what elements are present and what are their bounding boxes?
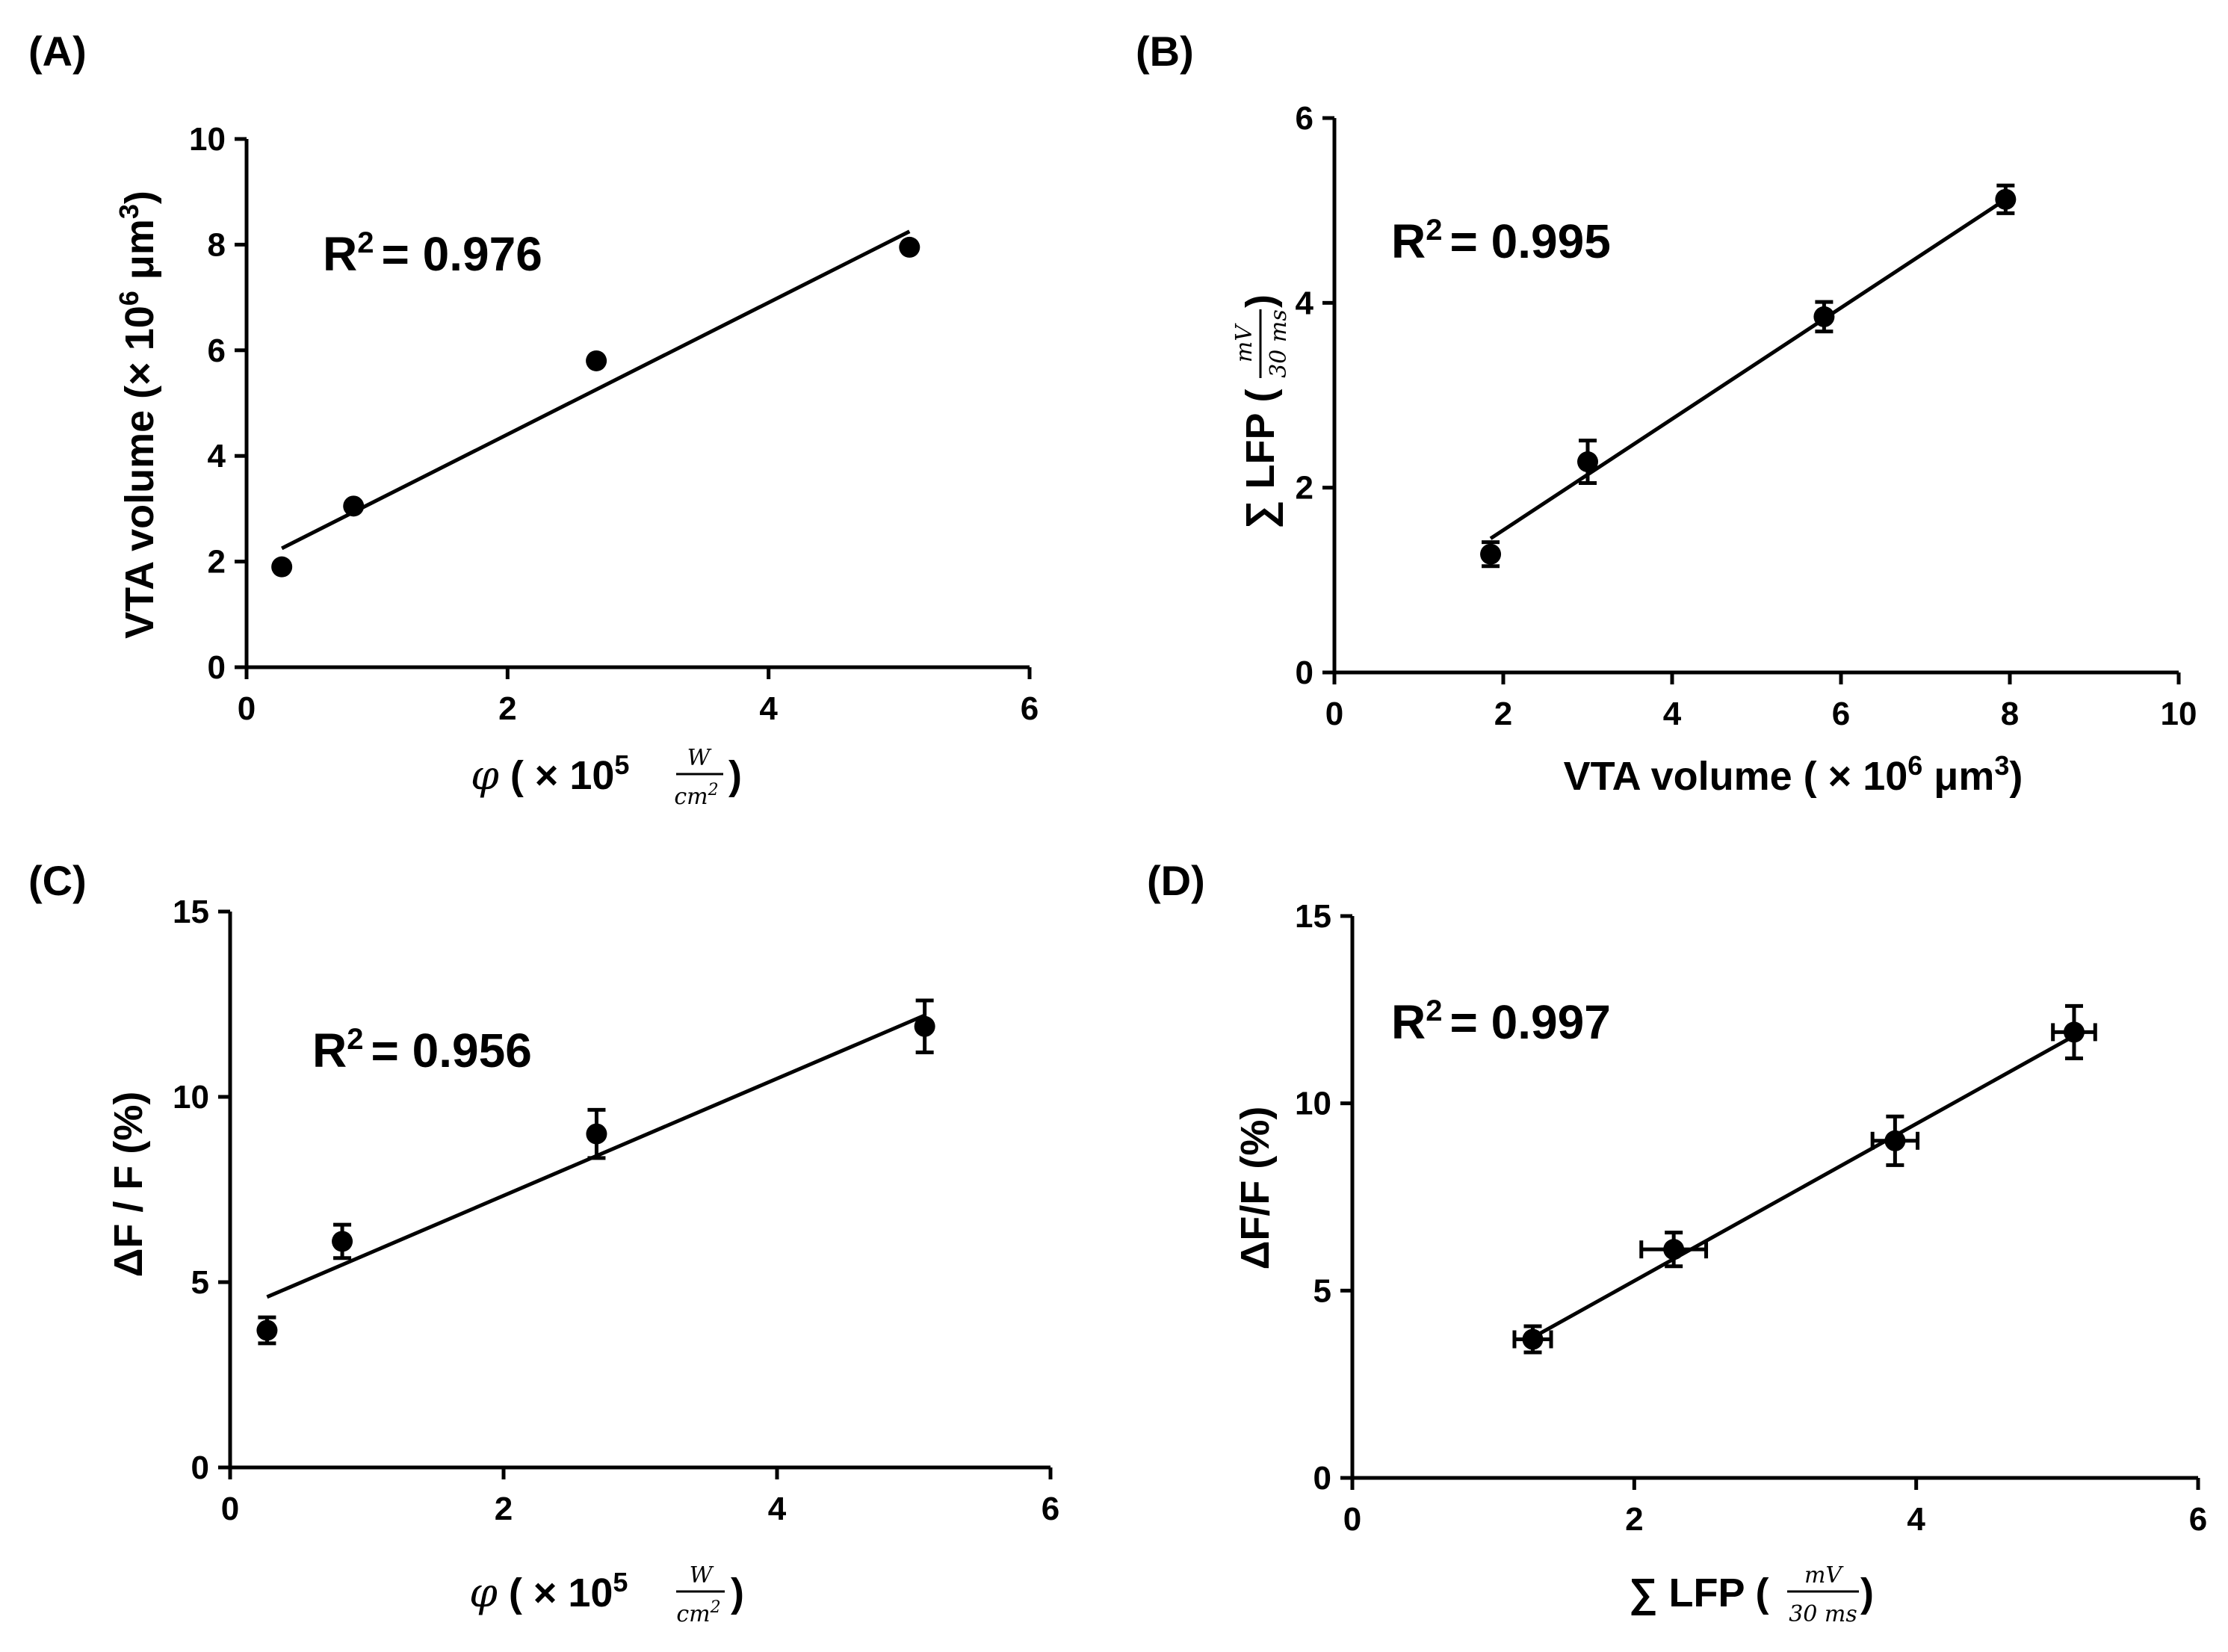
panel-b-x-tick-label: 4: [1663, 696, 1682, 732]
panel-d-x-tick-label: 6: [2189, 1501, 2207, 1538]
panel-a-data-point: [271, 556, 293, 578]
panel-a-fit-line: [281, 229, 911, 551]
panel-b-label: (B): [1136, 28, 1194, 75]
panel-d-data-point: [1522, 1328, 1544, 1350]
panel-c-x-tick-label: 0: [221, 1491, 239, 1527]
panel-d-data-point: [1663, 1239, 1685, 1260]
panel-d-plot: 0 2 4 6 0 5 10 15: [1295, 898, 2207, 1538]
panel-b: (B) 0 2 4 6 8 10 0 2 4 6 R2 = 0.995 VTA volume ( ×…: [1136, 28, 2197, 799]
panel-b-xlabel: VTA volume ( × 106 μm3): [1564, 750, 2023, 799]
panel-d-ylabel: ΔF/F (%): [1233, 1107, 1278, 1270]
svg-text:φ ( × 105: φ ( × 105: [469, 1567, 628, 1616]
panel-b-x-tick-label: 2: [1494, 696, 1512, 732]
panel-a-data-point: [586, 350, 607, 371]
panel-a-xlabel: φ ( × 105 W cm2 ): [471, 745, 742, 810]
panel-b-y-tick-label: 6: [1296, 100, 1313, 137]
panel-b-x-tick-label: 6: [1832, 696, 1850, 732]
svg-text:W: W: [687, 745, 712, 771]
panel-b-fit-line: [1489, 197, 2007, 540]
svg-text:): ): [728, 753, 742, 798]
svg-text:∑ LFP (: ∑ LFP (: [1238, 389, 1283, 529]
panel-a-label: (A): [28, 28, 87, 75]
panel-b-plot: 0 2 4 6 8 10 0 2 4 6: [1296, 100, 2197, 732]
panel-c-ylabel: ΔF / F (%): [106, 1092, 151, 1278]
panel-a-ylabel: VTA volume (× 106 μm3): [114, 191, 162, 639]
panel-c-x-tick-label: 4: [768, 1491, 787, 1527]
panel-c-y-tick-label: 5: [191, 1264, 209, 1301]
svg-text:cm2: cm2: [674, 781, 718, 810]
panel-a-x-tick-label: 6: [1021, 690, 1039, 727]
panel-d-xlabel: ∑ LFP ( mV 30 ms ): [1629, 1562, 1874, 1627]
panel-c-x-tick-label: 6: [1042, 1491, 1059, 1527]
panel-c-x-tick-label: 2: [495, 1491, 513, 1527]
panel-c-label: (C): [28, 857, 87, 904]
svg-text:): ): [1860, 1571, 1874, 1615]
panel-b-data-point: [1995, 188, 2017, 210]
panel-d-y-tick-label: 5: [1313, 1272, 1331, 1309]
svg-text:∑ LFP (: ∑ LFP (: [1629, 1571, 1769, 1615]
panel-a-y-tick-label: 4: [208, 438, 226, 474]
panel-a-x-tick-label: 0: [238, 690, 256, 727]
panel-a-y-tick-label: 10: [189, 121, 226, 158]
svg-text:): ): [731, 1571, 744, 1615]
svg-text:30 ms: 30 ms: [1266, 309, 1292, 378]
panel-a-x-tick-label: 2: [498, 690, 516, 727]
panel-b-y-tick-label: 4: [1296, 285, 1314, 321]
panel-a-y-tick-label: 2: [208, 544, 226, 581]
panel-d-x-tick-label: 4: [1907, 1501, 1925, 1538]
panel-a-data-point: [343, 495, 365, 517]
panel-d-data-point: [1884, 1130, 1906, 1151]
panel-b-y-tick-label: 0: [1296, 655, 1313, 691]
panel-d-y-tick-label: 0: [1313, 1460, 1331, 1497]
panel-d-x-tick-label: 2: [1625, 1501, 1643, 1538]
panel-c-xlabel: φ ( × 105 W cm2 ): [469, 1562, 744, 1627]
svg-text:mV: mV: [1231, 323, 1257, 362]
panel-c-y-tick-label: 10: [173, 1079, 209, 1116]
panel-c-data-point: [914, 1015, 935, 1037]
panel-a: (A) 0 2 4 6 0 2 4 6 8 10 R2 = 0.976 φ ( × 105 W cm…: [28, 28, 1039, 810]
panel-b-data-point: [1813, 306, 1835, 327]
panel-c-data-point: [586, 1123, 607, 1145]
panel-b-data-point: [1577, 451, 1598, 473]
panel-b-y-tick-label: 2: [1296, 470, 1313, 507]
panel-c-data-point: [332, 1231, 353, 1252]
panel-d: (D) 0 2 4 6 0 5 10 15 R2 = 0.997 ∑ LFP ( mV 30 m…: [1147, 857, 2207, 1627]
panel-d-fit-line: [1532, 1034, 2076, 1340]
panel-d-label: (D): [1147, 857, 1205, 904]
panel-c-r2: R2 = 0.956: [312, 1023, 532, 1077]
svg-text:cm2: cm2: [676, 1598, 720, 1627]
panel-c-y-tick-label: 0: [191, 1450, 209, 1486]
panel-b-ylabel: ∑ LFP ( mV 30 ms ): [1231, 294, 1292, 529]
panel-a-r2: R2 = 0.976: [323, 226, 542, 281]
panel-b-x-tick-label: 0: [1325, 696, 1343, 732]
svg-text:W: W: [690, 1562, 714, 1588]
panel-b-x-tick-label: 8: [2001, 696, 2019, 732]
panel-b-data-point: [1480, 543, 1502, 565]
panel-b-r2: R2 = 0.995: [1391, 214, 1611, 268]
panel-d-data-point: [2063, 1021, 2085, 1043]
panel-d-y-tick-label: 10: [1295, 1086, 1331, 1122]
panel-b-x-tick-label: 10: [2161, 696, 2197, 732]
panel-a-y-tick-label: 0: [208, 649, 226, 686]
panel-d-x-tick-label: 0: [1343, 1501, 1361, 1538]
panel-c: (C) 0 2 4 6 0 5 10 15 R2 = 0.956 φ ( × 105 W cm2…: [28, 857, 1059, 1627]
svg-text:): ): [1238, 294, 1283, 308]
panel-a-plot: 0 2 4 6 0 2 4 6 8 10: [189, 121, 1039, 727]
panel-a-x-tick-label: 4: [759, 690, 778, 727]
panel-d-r2: R2 = 0.997: [1391, 994, 1611, 1049]
panel-a-y-tick-label: 6: [208, 332, 226, 369]
panel-c-plot: 0 2 4 6 0 5 10 15: [173, 894, 1059, 1527]
svg-text:φ ( × 105: φ ( × 105: [471, 749, 629, 799]
svg-text:30 ms: 30 ms: [1789, 1601, 1857, 1627]
panel-a-y-tick-label: 8: [208, 226, 226, 263]
panel-c-y-tick-label: 15: [173, 894, 209, 930]
svg-text:mV: mV: [1804, 1562, 1844, 1588]
panel-c-data-point: [256, 1320, 278, 1341]
panel-d-y-tick-label: 15: [1295, 898, 1331, 935]
panel-a-data-point: [899, 236, 920, 258]
